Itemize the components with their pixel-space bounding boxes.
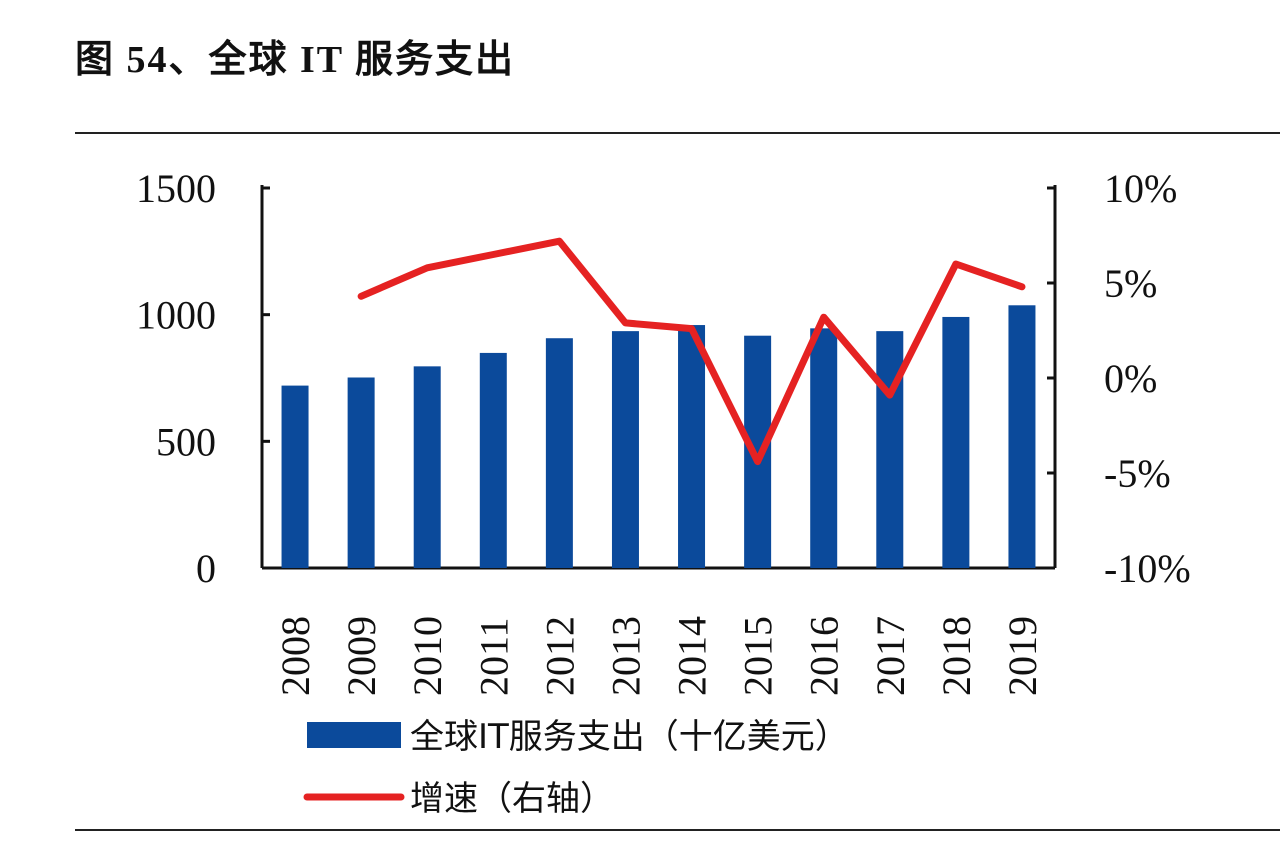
x-tick-label: 2011 — [471, 617, 516, 696]
top-divider — [75, 132, 1280, 134]
x-tick-label: 2017 — [868, 616, 913, 696]
bar-2009 — [347, 377, 375, 568]
x-tick-label: 2013 — [603, 616, 648, 696]
x-tick-label: 2014 — [670, 616, 715, 696]
bar-2013 — [611, 331, 639, 568]
legend-bar-label: 全球IT服务支出（十亿美元） — [410, 717, 849, 757]
bar-2017 — [876, 331, 904, 568]
bar-2011 — [479, 352, 507, 568]
legend-line-label: 增速（右轴） — [410, 779, 614, 819]
x-tick-label: 2008 — [273, 616, 318, 696]
bar-2008 — [281, 385, 309, 568]
left-tick-label: 0 — [196, 546, 216, 591]
legend-bar-swatch — [307, 722, 401, 748]
bar-2012 — [545, 338, 573, 568]
left-tick-label: 1500 — [136, 166, 216, 211]
right-tick-label: 10% — [1104, 166, 1177, 211]
bar-2019 — [1008, 305, 1036, 568]
figure-title: 图 54、全球 IT 服务支出 — [75, 39, 515, 81]
bar-2010 — [413, 366, 441, 568]
left-tick-label: 500 — [156, 419, 216, 464]
left-tick-label: 1000 — [136, 293, 216, 338]
right-tick-label: -10% — [1104, 546, 1191, 591]
x-tick-label: 2016 — [802, 616, 847, 696]
right-tick-label: 5% — [1104, 261, 1157, 306]
x-tick-label: 2015 — [736, 616, 781, 696]
right-tick-label: -5% — [1104, 451, 1171, 496]
bar-2016 — [810, 328, 838, 568]
x-tick-label: 2010 — [405, 616, 450, 696]
right-tick-label: 0% — [1104, 356, 1157, 401]
x-tick-label: 2018 — [934, 616, 979, 696]
bar-2015 — [744, 335, 772, 568]
bar-2014 — [678, 325, 706, 568]
bottom-divider — [75, 829, 1280, 831]
x-tick-label: 2012 — [537, 616, 582, 696]
x-tick-label: 2019 — [1000, 616, 1045, 696]
bar-2018 — [942, 316, 970, 568]
x-tick-label: 2009 — [339, 616, 384, 696]
